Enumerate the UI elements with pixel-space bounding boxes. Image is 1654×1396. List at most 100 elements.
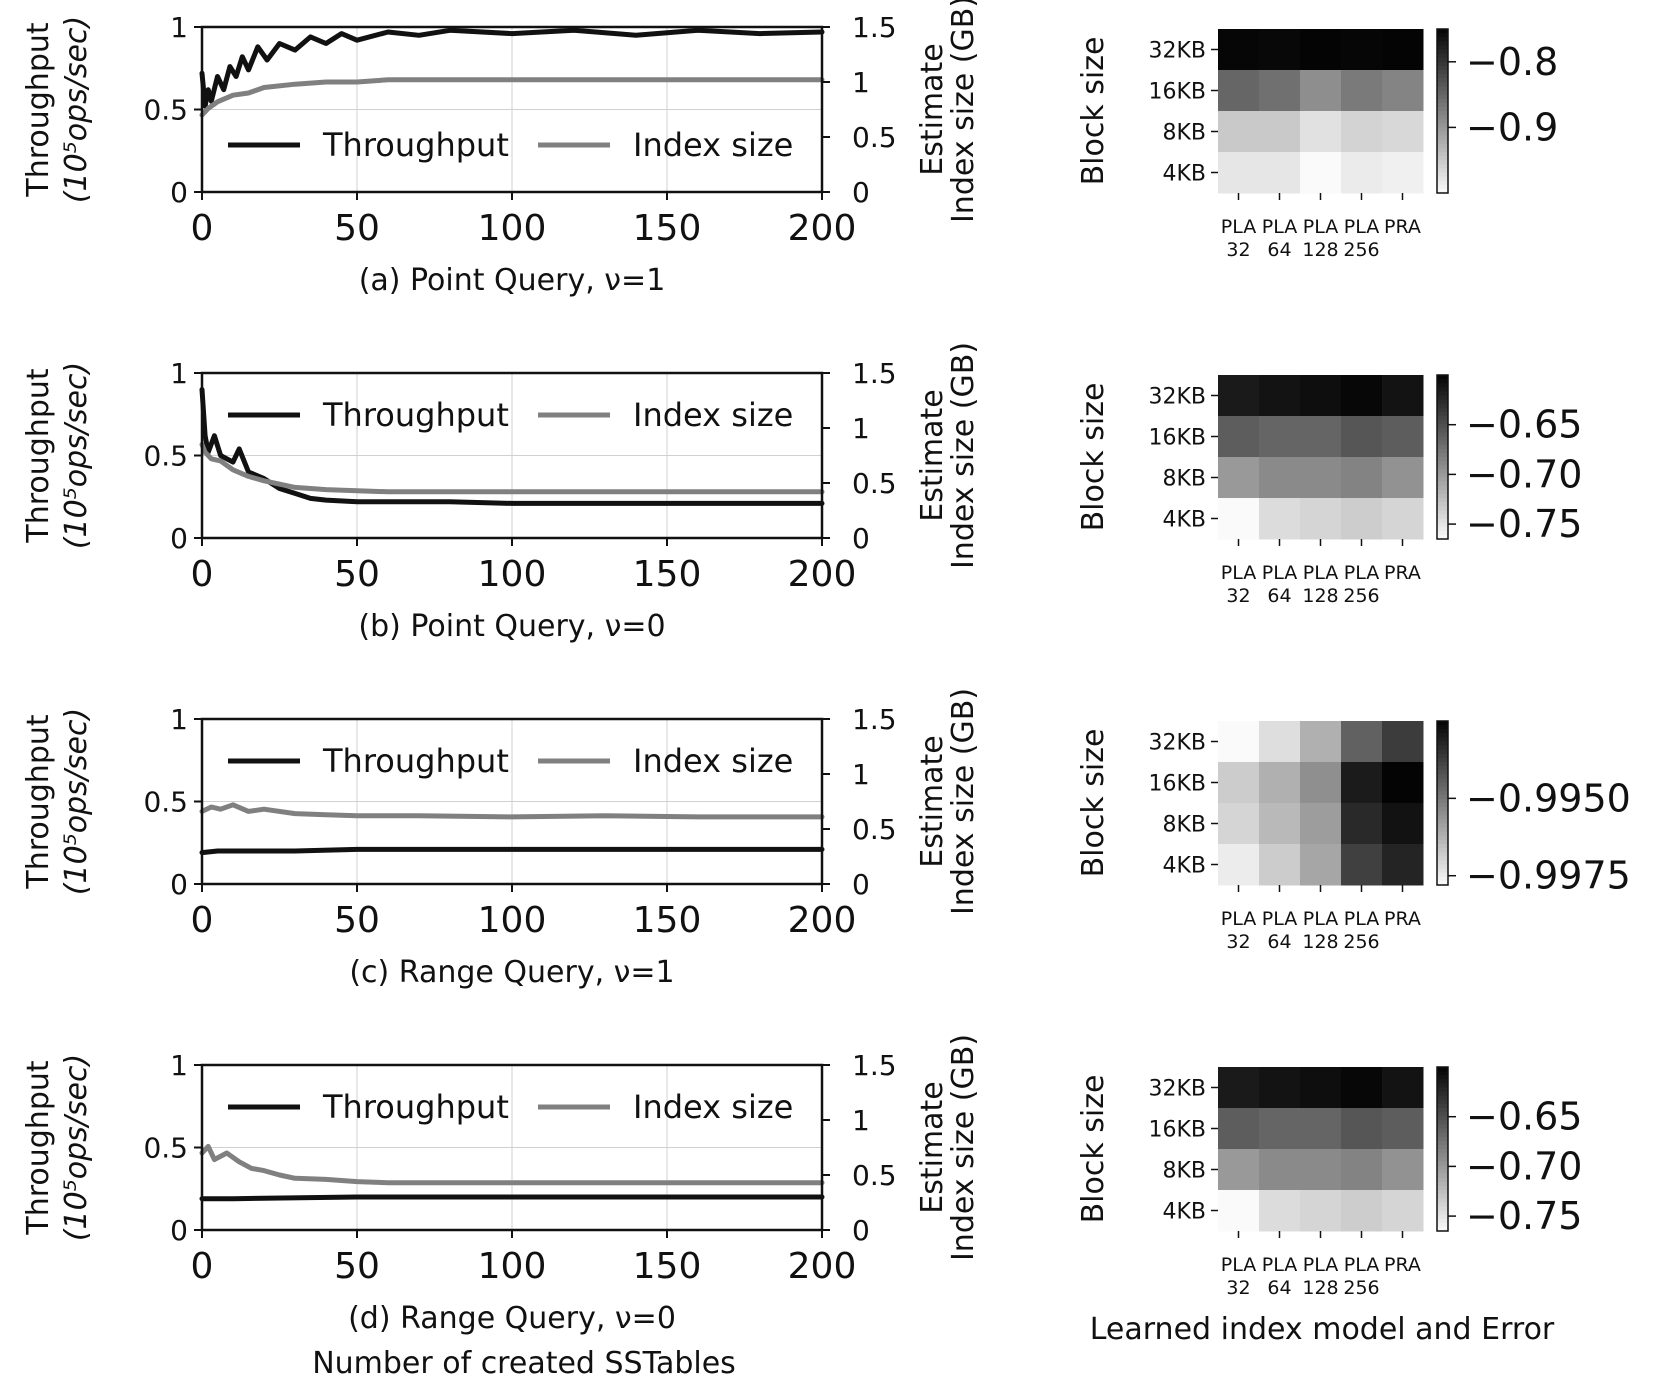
- heatmap-cell: [1341, 803, 1383, 845]
- y-tick-label: 0: [170, 522, 188, 555]
- heatmap-cell: [1259, 70, 1301, 112]
- y-axis-title-line1: Throughput: [21, 714, 56, 889]
- heatmap-cell: [1300, 1108, 1342, 1150]
- x-tick-label: 50: [334, 1246, 380, 1287]
- row-label: 4KB: [1162, 508, 1206, 533]
- colorbar-segment: [1437, 473, 1448, 478]
- row-label: 8KB: [1162, 813, 1206, 838]
- heatmap-cell: [1300, 416, 1342, 458]
- y-axis-title-line2: (10⁵ops/sec): [59, 1054, 94, 1241]
- colorbar-segment: [1437, 1087, 1448, 1093]
- row-label: 4KB: [1162, 854, 1206, 879]
- y2-axis-title-line1: Estimate: [915, 1081, 950, 1214]
- colorbar-segment: [1437, 860, 1448, 865]
- colorbar-segment: [1437, 395, 1448, 401]
- heatmap-cell: [1341, 721, 1383, 763]
- x-tick-label: 0: [191, 208, 214, 249]
- heatmap-cell: [1259, 1190, 1301, 1232]
- heatmap-y-axis-title: Block size: [1076, 729, 1111, 878]
- col-label-line1: PLA: [1221, 562, 1256, 584]
- y2-tick-label: 0: [852, 176, 870, 209]
- colorbar-segment: [1437, 844, 1448, 849]
- colorbar-segment: [1437, 1157, 1448, 1162]
- col-label-line2: 128: [1302, 239, 1338, 261]
- colorbar-segment: [1437, 1210, 1448, 1216]
- legend-label-index-size: Index size: [633, 396, 793, 434]
- series-line-throughput: [199, 846, 825, 856]
- colorbar-tick-label: −0.70: [1466, 1144, 1582, 1188]
- y2-axis-title-line1: Estimate: [915, 43, 950, 176]
- colorbar-segment: [1437, 33, 1448, 38]
- x-tick-label: 200: [788, 900, 857, 941]
- colorbar-segment: [1437, 1132, 1448, 1138]
- y2-tick-label: 0.5: [852, 1159, 897, 1192]
- row-label: 4KB: [1162, 1200, 1206, 1225]
- colorbar-segment: [1437, 106, 1448, 112]
- colorbar-segment: [1437, 753, 1448, 759]
- legend-label-throughput: Throughput: [322, 1088, 509, 1126]
- y2-axis-title-line1: Estimate: [915, 389, 950, 522]
- colorbar-segment: [1437, 1153, 1448, 1158]
- series-line-index-size: [199, 442, 825, 495]
- common-x-axis-title: Number of created SSTables: [312, 1346, 736, 1381]
- colorbar-tick-label: −0.75: [1466, 1194, 1582, 1238]
- x-tick-label: 100: [478, 900, 547, 941]
- heatmap-cell: [1300, 1149, 1342, 1191]
- colorbar-segment: [1437, 1128, 1448, 1134]
- heatmap-cell: [1341, 844, 1383, 886]
- colorbar-tick-label: −0.65: [1466, 403, 1582, 447]
- colorbar-segment: [1437, 188, 1448, 194]
- colorbar-segment: [1437, 156, 1448, 161]
- heatmap-cell: [1218, 375, 1260, 417]
- x-tick-label: 200: [788, 208, 857, 249]
- heatmap-cell: [1300, 457, 1342, 499]
- colorbar-segment: [1437, 737, 1448, 742]
- x-tick-label: 0: [191, 1246, 214, 1287]
- colorbar-segment: [1437, 436, 1448, 442]
- colorbar-segment: [1437, 1202, 1448, 1207]
- heatmap-cell: [1382, 498, 1424, 540]
- col-label-line1: PLA: [1344, 908, 1379, 930]
- colorbar-segment: [1437, 774, 1448, 779]
- colorbar-segment: [1437, 733, 1448, 738]
- colorbar-segment: [1437, 1165, 1448, 1170]
- colorbar-segment: [1437, 790, 1448, 796]
- colorbar-segment: [1437, 819, 1448, 824]
- colorbar-segment: [1437, 506, 1448, 511]
- legend-label-throughput: Throughput: [322, 126, 509, 164]
- col-label-line1: PLA: [1344, 1254, 1379, 1276]
- heatmap-cell: [1259, 844, 1301, 886]
- col-label-line2: 64: [1267, 585, 1291, 607]
- heatmap-cell: [1300, 498, 1342, 540]
- heatmap-cell: [1259, 1149, 1301, 1191]
- heatmap-cell: [1259, 803, 1301, 845]
- colorbar-segment: [1437, 115, 1448, 120]
- x-tick-label: 150: [633, 1246, 702, 1287]
- colorbar-segment: [1437, 1099, 1448, 1105]
- colorbar-segment: [1437, 86, 1448, 91]
- heatmap-cell: [1218, 416, 1260, 458]
- heatmap-cell: [1382, 844, 1424, 886]
- heatmap-y-axis-title: Block size: [1076, 1075, 1111, 1224]
- chart-caption: (d) Range Query, ν=0: [348, 1301, 676, 1336]
- colorbar-segment: [1437, 1181, 1448, 1187]
- y2-tick-label: 1: [852, 758, 870, 791]
- col-label-line1: PLA: [1221, 908, 1256, 930]
- heatmap-cell: [1300, 152, 1342, 194]
- heatmap-cell: [1382, 416, 1424, 458]
- heatmap-cell: [1382, 762, 1424, 804]
- colorbar-segment: [1437, 721, 1448, 726]
- colorbar-segment: [1437, 766, 1448, 771]
- series-line-index-size: [199, 802, 825, 820]
- y2-tick-label: 0: [852, 522, 870, 555]
- colorbar-segment: [1437, 383, 1448, 388]
- col-label-line1: PLA: [1303, 216, 1338, 238]
- row-label: 16KB: [1148, 426, 1206, 451]
- heatmap-cell: [1300, 721, 1342, 763]
- x-tick-label: 150: [633, 208, 702, 249]
- x-tick-label: 50: [334, 208, 380, 249]
- colorbar-frame: [1436, 374, 1449, 540]
- colorbar-segment: [1437, 1136, 1448, 1142]
- col-label-line2: 64: [1267, 931, 1291, 953]
- heatmap-cell: [1382, 457, 1424, 499]
